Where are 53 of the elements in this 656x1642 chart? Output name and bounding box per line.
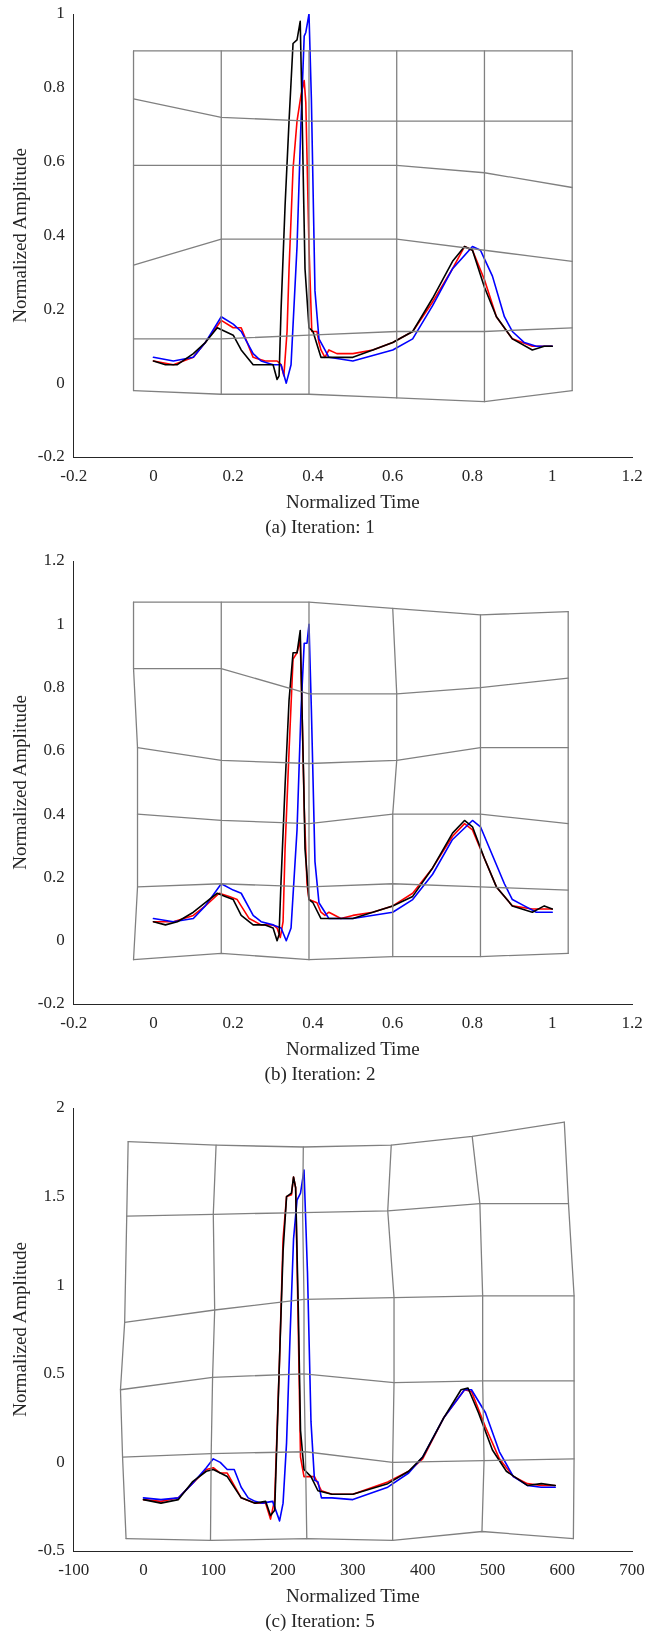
- y-tick-label: -0.5: [37, 1540, 65, 1560]
- y-tick-label: 1: [56, 613, 65, 633]
- y-tick-label: 1: [56, 1274, 65, 1294]
- y-tick-label: 0.5: [43, 1363, 65, 1383]
- x-tick-label: -100: [58, 1559, 90, 1579]
- y-tick-label: 0: [56, 930, 65, 950]
- x-tick-label: 1: [547, 1012, 557, 1032]
- x-tick-label: 200: [270, 1559, 296, 1579]
- y-tick-label: 0.4: [43, 224, 66, 244]
- x-tick-label: 0.4: [302, 465, 325, 485]
- y-tick-label: 0.8: [43, 77, 65, 97]
- x-axis-title: Normalized Time: [286, 490, 420, 512]
- y-tick-label: 0.2: [43, 298, 65, 318]
- y-axis-title: Normalized Amplitude: [9, 1242, 31, 1417]
- y-tick-label: 1.5: [43, 1186, 65, 1206]
- x-tick-label: 700: [619, 1559, 645, 1579]
- x-tick-label: 0.2: [222, 1012, 244, 1032]
- y-axis-title: Normalized Amplitude: [9, 695, 31, 870]
- x-tick-label: 400: [409, 1559, 436, 1579]
- x-tick-label: 0.6: [382, 1012, 404, 1032]
- y-tick-label: 0: [56, 372, 65, 392]
- y-tick-label: 0.4: [43, 803, 66, 823]
- x-tick-label: 0: [149, 465, 158, 485]
- y-axis-title: Normalized Amplitude: [9, 148, 31, 323]
- x-tick-label: 500: [479, 1559, 506, 1579]
- y-tick-label: 0: [56, 1451, 65, 1471]
- x-tick-label: 0: [149, 1012, 158, 1032]
- y-tick-label: 0.6: [43, 740, 65, 760]
- text: (b) Iteration: 2: [264, 1062, 376, 1085]
- y-tick-label: 1.2: [43, 550, 65, 570]
- x-tick-label: 0: [139, 1559, 148, 1579]
- y-tick-label: -0.2: [37, 993, 65, 1013]
- x-tick-label: 0.8: [461, 465, 484, 485]
- x-axis-title: Normalized Time: [286, 1037, 420, 1059]
- y-tick-label: 1: [56, 3, 65, 23]
- x-tick-label: 0.2: [222, 465, 244, 485]
- y-tick-label: 0.8: [43, 677, 65, 697]
- x-tick-label: 1.2: [621, 1012, 643, 1032]
- x-axis-title: Normalized Time: [286, 1584, 420, 1606]
- x-tick-label: 0.4: [302, 1012, 325, 1032]
- text: (a) Iteration: 1: [265, 515, 375, 538]
- x-tick-label: 600: [549, 1559, 575, 1579]
- x-tick-label: 1.2: [621, 465, 643, 485]
- text: (c) Iteration: 5: [265, 1609, 375, 1632]
- y-tick-label: 0.2: [43, 866, 65, 886]
- x-tick-label: 300: [340, 1559, 366, 1579]
- y-tick-label: 2: [56, 1097, 65, 1117]
- x-tick-label: 0.8: [461, 1012, 484, 1032]
- x-tick-label: 100: [200, 1559, 227, 1579]
- y-tick-label: -0.2: [37, 446, 65, 466]
- y-tick-label: 0.6: [43, 151, 65, 171]
- x-tick-label: 0.6: [382, 465, 404, 485]
- x-tick-label: 1: [547, 465, 557, 485]
